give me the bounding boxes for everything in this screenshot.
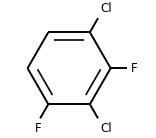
Text: F: F (131, 62, 137, 75)
Text: Cl: Cl (100, 122, 112, 135)
Text: Cl: Cl (100, 2, 112, 15)
Text: F: F (35, 122, 42, 135)
